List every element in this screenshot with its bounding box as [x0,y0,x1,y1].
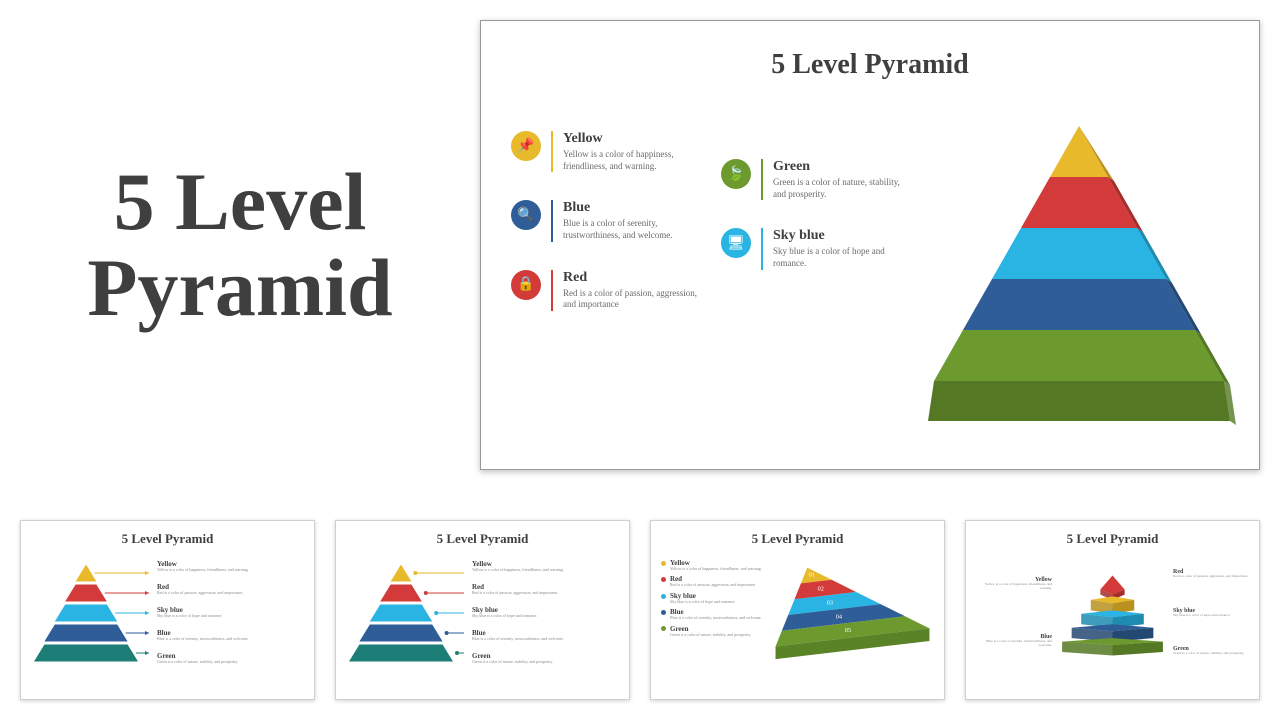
skyblue-icon: 🖥 [721,228,751,258]
legend-columns: 📌 Yellow Yellow is a color of happiness, f… [511,111,929,451]
green-icon: 🍃 [721,159,751,189]
legend-col-2: 🍃 Green Green is a color of nature, stabil… [721,131,911,451]
thumbnail-2: 5 Level Pyramid YellowYellow is a color … [335,520,630,700]
legend-text: Green Green is a color of nature, stabili… [773,159,911,200]
legend-desc: Green is a color of nature, stability, a… [773,177,911,200]
legend-item-yellow: 📌 Yellow Yellow is a color of happiness, f… [511,131,701,172]
legend-text: Red Red is a color of passion, aggression… [563,270,701,311]
thumb3-legend-item: Sky blueSky blue is a color of hope and … [661,592,771,604]
thumb-legend-item: BlueBlue is a color of serenity, trustwo… [157,629,304,641]
thumbnail-1: 5 Level Pyramid YellowYellow is a color … [20,520,315,700]
thumb2-pyramid [346,555,466,670]
thumb3-legend: YellowYellow is a color of happiness, fr… [661,555,771,670]
thumb-legend-item: YellowYellow is a color of happiness, fr… [157,560,304,572]
thumb4-legend-item: YellowYellow is a color of happiness, fr… [976,577,1052,591]
blue-icon: 🔍 [511,200,541,230]
thumb4-legend-item: Sky blueSky blue is a color of hope and … [1173,608,1249,618]
legend-item-red: 🔒 Red Red is a color of passion, aggressio… [511,270,701,311]
big-title-block: 5 Level Pyramid [20,20,480,470]
svg-text:05: 05 [845,627,851,634]
legend-bar [551,200,553,241]
legend-item-green: 🍃 Green Green is a color of nature, stabil… [721,159,911,200]
legend-text: Yellow Yellow is a color of happiness, fr… [563,131,701,172]
thumb-legend-item: RedRed is a color of passion, aggression… [157,583,304,595]
thumb3-pyramid: 0102030405 [771,555,934,670]
thumb1-title: 5 Level Pyramid [31,531,304,547]
pyramid-3d [929,111,1229,451]
svg-text:03: 03 [827,599,833,606]
svg-text:04: 04 [836,613,843,620]
thumb3-title: 5 Level Pyramid [661,531,934,547]
thumb-legend-item: GreenGreen is a color of nature, stabili… [157,652,304,664]
thumb4-title: 5 Level Pyramid [976,531,1249,547]
thumb2-legend: YellowYellow is a color of happiness, fr… [466,555,619,670]
main-slide-body: 📌 Yellow Yellow is a color of happiness, f… [511,111,1229,451]
legend-bar [761,159,763,200]
thumbnail-3: 5 Level Pyramid YellowYellow is a color … [650,520,945,700]
legend-title: Red [563,270,701,286]
thumb1-pyramid [31,555,151,670]
thumb4-left-legend: YellowYellow is a color of happiness, fr… [976,555,1056,670]
main-slide: 5 Level Pyramid 📌 Yellow Yellow is a color… [480,20,1260,470]
legend-desc: Yellow is a color of happiness, friendli… [563,149,701,172]
legend-title: Sky blue [773,228,911,244]
thumbnail-row: 5 Level Pyramid YellowYellow is a color … [0,470,1280,700]
thumb-legend-item: Sky blueSky blue is a color of hope and … [472,606,619,618]
thumb2-title: 5 Level Pyramid [346,531,619,547]
legend-col-1: 📌 Yellow Yellow is a color of happiness, f… [511,131,701,451]
red-icon: 🔒 [511,270,541,300]
thumb-legend-item: BlueBlue is a color of serenity, trustwo… [472,629,619,641]
thumb3-legend-item: RedRed is a color of passion, aggression… [661,575,771,587]
legend-text: Blue Blue is a color of serenity, trustwo… [563,200,701,241]
thumb1-legend: YellowYellow is a color of happiness, fr… [151,555,304,670]
top-row: 5 Level Pyramid 5 Level Pyramid 📌YellowY… [0,0,1280,470]
thumbnail-4: 5 Level Pyramid YellowYellow is a color … [965,520,1260,700]
thumb-legend-item: GreenGreen is a color of nature, stabili… [472,652,619,664]
legend-bar [551,131,553,172]
pyramid-3d-svg [919,101,1239,441]
thumb3-legend-item: BlueBlue is a color of serenity, trustwo… [661,608,771,620]
legend-title: Yellow [563,131,701,147]
thumb4-legend-item: GreenGreen is a color of nature, stabili… [1173,646,1249,656]
thumb4-right-legend: RedRed is a color of passion, aggression… [1169,555,1249,670]
legend-text: Sky blue Sky blue is a color of hope and … [773,228,911,269]
svg-text:01: 01 [809,571,815,578]
thumb3-legend-item: GreenGreen is a color of nature, stabili… [661,625,771,637]
legend-bar [761,228,763,269]
yellow-icon: 📌 [511,131,541,161]
legend-item-blue: 🔍 Blue Blue is a color of serenity, trustw… [511,200,701,241]
legend-desc: Red is a color of passion, aggression, a… [563,288,701,311]
thumb3-legend-item: YellowYellow is a color of happiness, fr… [661,559,771,571]
legend-item-skyblue: 🖥 Sky blue Sky blue is a color of hope and… [721,228,911,269]
legend-desc: Blue is a color of serenity, trustworthi… [563,218,701,241]
thumb-legend-item: Sky blueSky blue is a color of hope and … [157,606,304,618]
legend-bar [551,270,553,311]
legend-title: Green [773,159,911,175]
legend-desc: Sky blue is a color of hope and romance. [773,246,911,269]
thumb-legend-item: YellowYellow is a color of happiness, fr… [472,560,619,572]
thumb4-pyramid [1056,555,1169,670]
thumb-legend-item: RedRed is a color of passion, aggression… [472,583,619,595]
thumb4-legend-item: BlueBlue is a color of serenity, trustwo… [976,634,1052,648]
slide-title: 5 Level Pyramid [511,49,1229,81]
svg-text:02: 02 [818,585,824,592]
main-title: 5 Level Pyramid [20,159,460,331]
thumb4-legend-item: RedRed is a color of passion, aggression… [1173,569,1249,579]
legend-title: Blue [563,200,701,216]
